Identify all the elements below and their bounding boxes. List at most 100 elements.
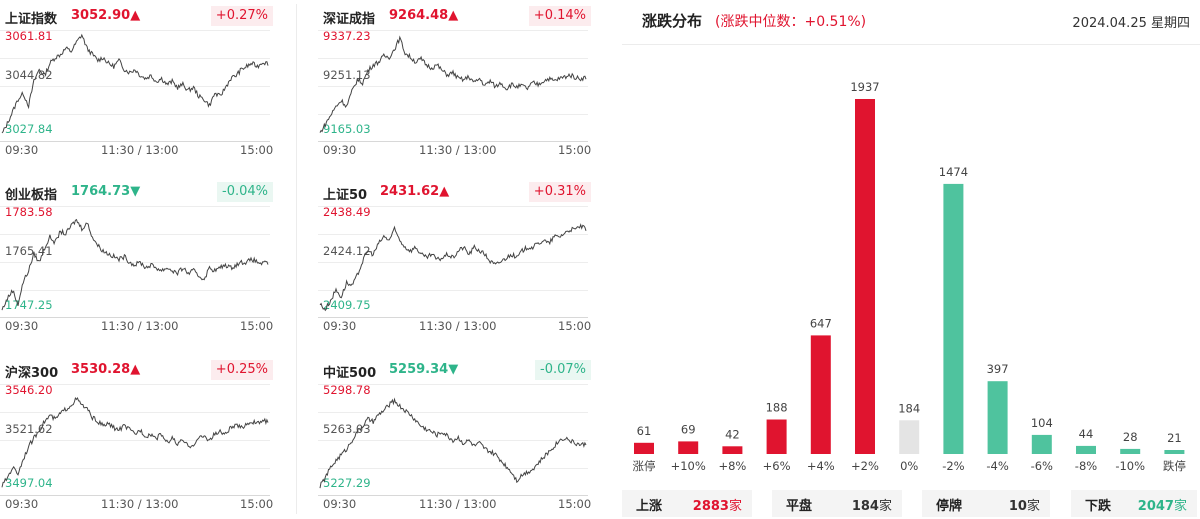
panel-divider <box>296 4 297 514</box>
bar-value-label: 184 <box>898 401 920 415</box>
distribution-panel: 涨跌分布 (涨跌中位数：+0.51%) 2024.04.25 星期四 61 涨停 6… <box>622 0 1200 519</box>
index-price-value: 5259.34 <box>389 362 449 377</box>
price-line <box>1 33 269 134</box>
distribution-bar[interactable] <box>678 441 699 454</box>
summary-count: 184 <box>851 499 879 514</box>
index-name: 深证成指 <box>323 12 376 27</box>
distribution-bar[interactable] <box>810 335 831 454</box>
summary-box: 上涨 2883家 <box>622 490 752 517</box>
distribution-bar[interactable] <box>987 381 1008 454</box>
index-header: 中证500 5259.34▼ -0.07% <box>318 360 595 382</box>
x-axis-mid: 11:30 / 13:00 <box>101 319 179 333</box>
index-price: 9264.48▲ <box>389 8 458 23</box>
x-axis-start: 09:30 <box>5 143 39 157</box>
intraday-chart[interactable] <box>318 384 588 496</box>
index-panel[interactable]: 深证成指 9264.48▲ +0.14% 9337.23 9251.13 916… <box>318 0 595 168</box>
bar-category-label: -8% <box>1075 459 1097 473</box>
bar-category-label: +8% <box>718 459 746 473</box>
bar-category-label: -2% <box>942 459 964 473</box>
distribution-title: 涨跌分布 <box>642 12 703 30</box>
trade-date: 2024.04.25 星期四 <box>1072 16 1190 31</box>
intraday-chart[interactable] <box>0 206 270 318</box>
x-axis-mid: 11:30 / 13:00 <box>419 143 497 157</box>
index-price-value: 3530.28 <box>71 362 131 377</box>
y-axis-low: 3027.84 <box>5 122 53 136</box>
x-axis-end: 15:00 <box>558 497 592 511</box>
y-axis-high: 3061.81 <box>5 29 53 43</box>
index-change-badge: +0.27% <box>210 6 273 26</box>
index-panel[interactable]: 创业板指 1764.73▼ -0.04% 1783.58 1765.41 174… <box>0 176 277 344</box>
index-panel[interactable]: 上证50 2431.62▲ +0.31% 2438.49 2424.12 240… <box>318 176 595 344</box>
index-price-value: 9264.48 <box>389 8 449 23</box>
summary-unit: 家 <box>1173 499 1187 514</box>
bar-category-label: -4% <box>986 459 1008 473</box>
index-panel[interactable]: 上证指数 3052.90▲ +0.27% 3061.81 3044.82 302… <box>0 0 277 168</box>
index-name: 沪深300 <box>5 366 59 381</box>
index-panel[interactable]: 沪深300 3530.28▲ +0.25% 3546.20 3521.62 34… <box>0 354 277 519</box>
y-axis-high: 3546.20 <box>5 383 53 397</box>
up-arrow-icon: ▲ <box>439 184 450 199</box>
bar-value-label: 21 <box>1167 431 1182 445</box>
summary-value: 2883家 <box>693 495 742 514</box>
price-line <box>319 397 587 489</box>
summary-box: 下跌 2047家 <box>1071 490 1197 517</box>
distribution-bar-chart: 61 涨停 69 +10% 42 +8% 188 +6% 647 +4% 1937 +2% 184 0% 1… <box>633 80 1186 473</box>
bar-category-label: +4% <box>807 459 835 473</box>
summary-label: 平盘 <box>786 499 813 514</box>
summary-box: 平盘 184家 <box>772 490 902 517</box>
y-axis-low: 3497.04 <box>5 476 53 490</box>
distribution-bar[interactable] <box>634 442 654 454</box>
distribution-bar[interactable] <box>1031 434 1052 454</box>
distribution-bar[interactable] <box>722 446 743 454</box>
index-change-badge: -0.04% <box>217 182 273 202</box>
summary-value: 2047家 <box>1138 495 1187 514</box>
bar-category-label: -10% <box>1115 459 1145 473</box>
bar-value-label: 188 <box>766 401 788 415</box>
distribution-bar[interactable] <box>1120 448 1141 454</box>
bar-category-label: +6% <box>763 459 791 473</box>
index-change-badge: +0.14% <box>528 6 591 26</box>
bar-category-label: +10% <box>671 459 706 473</box>
y-axis-low: 9165.03 <box>323 122 371 136</box>
price-line <box>1 396 269 488</box>
index-header: 创业板指 1764.73▼ -0.04% <box>0 182 277 204</box>
x-axis-start: 09:30 <box>323 497 357 511</box>
header-divider <box>622 44 1200 45</box>
x-axis-start: 09:30 <box>5 319 39 333</box>
up-arrow-icon: ▲ <box>130 362 141 377</box>
y-axis-mid: 2424.12 <box>323 244 371 258</box>
summary-count: 10 <box>1008 499 1027 514</box>
distribution-bar[interactable] <box>855 99 875 454</box>
index-price-value: 2431.62 <box>380 184 440 199</box>
down-arrow-icon: ▼ <box>130 184 141 199</box>
index-name: 中证500 <box>323 366 377 381</box>
up-arrow-icon: ▲ <box>448 8 459 23</box>
summary-box: 停牌 10家 <box>922 490 1050 517</box>
index-price: 3530.28▲ <box>71 362 140 377</box>
x-axis-mid: 11:30 / 13:00 <box>419 319 497 333</box>
intraday-chart[interactable] <box>0 30 270 142</box>
summary-unit: 家 <box>1026 499 1040 514</box>
summary-count: 2047 <box>1137 499 1174 514</box>
bar-value-label: 397 <box>987 362 1009 376</box>
intraday-chart[interactable] <box>0 384 270 496</box>
bar-value-label: 44 <box>1079 427 1094 441</box>
index-panel[interactable]: 中证500 5259.34▼ -0.07% 5298.78 5263.03 52… <box>318 354 595 519</box>
intraday-chart[interactable] <box>318 206 588 318</box>
index-header: 上证50 2431.62▲ +0.31% <box>318 182 595 204</box>
distribution-bar[interactable] <box>766 419 787 455</box>
y-axis-high: 5298.78 <box>323 383 371 397</box>
distribution-bar[interactable] <box>899 420 920 454</box>
summary-unit: 家 <box>728 499 742 514</box>
x-axis-end: 15:00 <box>240 319 274 333</box>
index-price-value: 3052.90 <box>71 8 131 23</box>
distribution-bar[interactable] <box>1164 450 1185 454</box>
intraday-chart[interactable] <box>318 30 588 142</box>
distribution-bar[interactable] <box>943 183 964 454</box>
distribution-bar[interactable] <box>1076 445 1096 454</box>
index-header: 沪深300 3530.28▲ +0.25% <box>0 360 277 382</box>
summary-label: 停牌 <box>936 499 963 514</box>
price-line <box>1 218 269 311</box>
x-axis-end: 15:00 <box>558 319 592 333</box>
index-change-badge: +0.31% <box>528 182 591 202</box>
